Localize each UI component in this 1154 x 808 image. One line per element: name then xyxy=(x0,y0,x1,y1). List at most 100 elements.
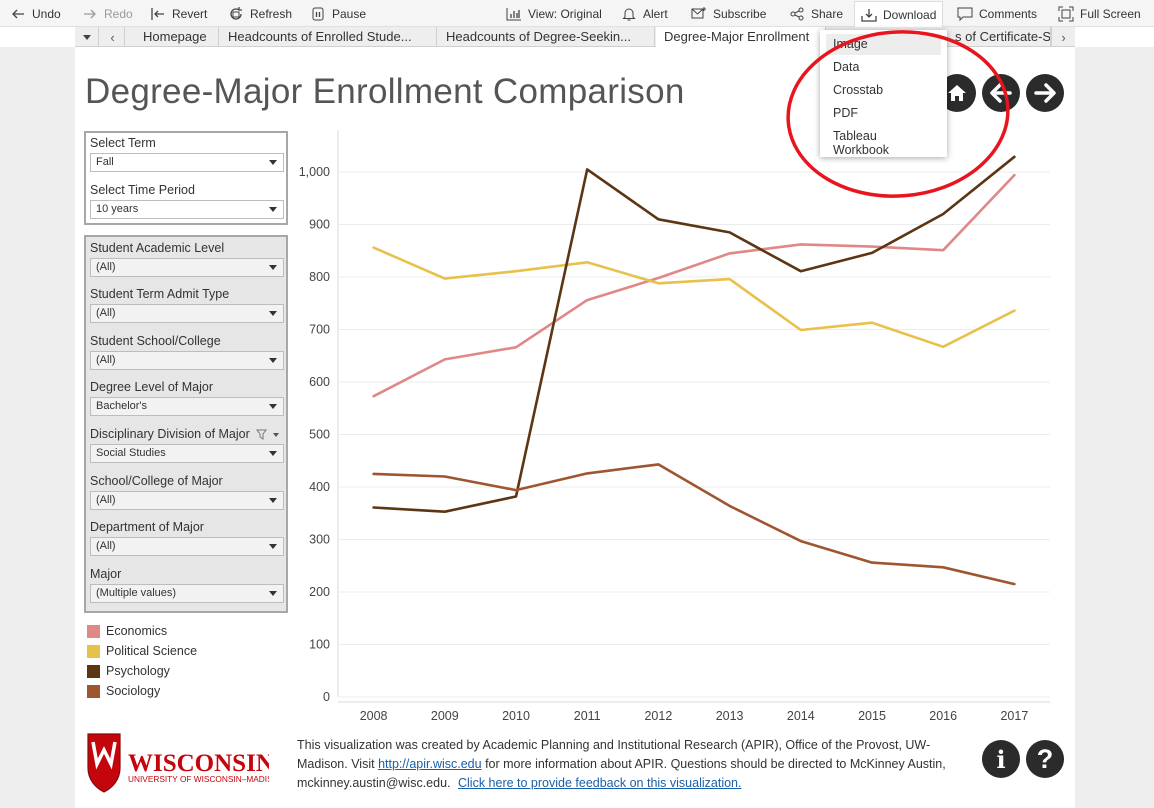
legend-item-political-science[interactable]: Political Science xyxy=(87,644,197,658)
tab-list-button[interactable] xyxy=(75,27,99,47)
department-of-major-dropdown[interactable]: (All) xyxy=(90,537,284,556)
legend-swatch xyxy=(87,624,100,638)
download-image-option[interactable]: Image xyxy=(826,34,941,55)
y-tick-label: 900 xyxy=(309,218,330,232)
download-button[interactable]: Download xyxy=(854,1,944,27)
y-tick-label: 0 xyxy=(323,690,330,704)
redo-label: Redo xyxy=(104,7,133,21)
footer-text-part2: for more information about APIR. Questio… xyxy=(297,757,946,790)
select-time-period-dropdown[interactable]: 10 years xyxy=(90,200,284,219)
bell-icon xyxy=(622,8,636,21)
series-line-economics xyxy=(372,173,1016,398)
select-term-dropdown[interactable]: Fall xyxy=(90,153,284,172)
student-academic-level-value: (All) xyxy=(96,261,116,273)
forward-button[interactable] xyxy=(1026,74,1064,112)
tab-degree-seeking[interactable]: Headcounts of Degree-Seekin... xyxy=(438,27,655,47)
legend-label: Psychology xyxy=(106,664,170,678)
y-tick-label: 600 xyxy=(309,375,330,389)
back-button[interactable] xyxy=(982,74,1020,112)
comments-label: Comments xyxy=(979,7,1038,21)
select-term-value: Fall xyxy=(96,156,114,168)
tab-scroll-right-button[interactable]: › xyxy=(1051,27,1075,47)
x-tick-label: 2014 xyxy=(787,709,815,723)
mail-plus-icon xyxy=(691,7,706,19)
undo-label: Undo xyxy=(32,7,61,21)
info-icon: i xyxy=(996,744,1006,774)
alert-button[interactable]: Alert xyxy=(621,4,668,24)
tab-scroll-left-button[interactable]: ‹ xyxy=(101,27,125,47)
pause-button[interactable]: Pause xyxy=(310,4,366,24)
degree-level-of-major-label: Degree Level of Major xyxy=(90,380,213,394)
series-line-political-science xyxy=(372,246,1016,349)
comments-button[interactable]: Comments xyxy=(957,4,1037,24)
uw-madison-logo: WISCONSIN UNIVERSITY OF WISCONSIN–MADISO… xyxy=(87,733,269,793)
chevron-left-icon: ‹ xyxy=(110,29,115,45)
caret-down-icon xyxy=(269,591,277,596)
tab-homepage[interactable]: Homepage xyxy=(135,27,219,47)
legend-item-economics[interactable]: Economics xyxy=(87,624,167,638)
tab-enrolled-students[interactable]: Headcounts of Enrolled Stude... xyxy=(220,27,437,47)
view-label: View: Original xyxy=(528,7,602,21)
info-button[interactable]: i xyxy=(982,740,1020,778)
download-icon xyxy=(861,8,877,22)
comment-icon xyxy=(957,7,973,22)
download-label: Download xyxy=(883,7,937,22)
caret-down-icon xyxy=(269,265,277,270)
view-chart-icon xyxy=(506,8,521,21)
disciplinary-division-dropdown[interactable]: Social Studies xyxy=(90,444,284,463)
logo-wordmark: WISCONSIN xyxy=(128,750,269,777)
apir-link[interactable]: http://apir.wisc.edu xyxy=(378,757,482,771)
school-college-of-major-dropdown[interactable]: (All) xyxy=(90,491,284,510)
footer-credit: This visualization was created by Academ… xyxy=(297,736,977,793)
caret-down-icon xyxy=(269,160,277,165)
major-dropdown[interactable]: (Multiple values) xyxy=(90,584,284,603)
legend-item-psychology[interactable]: Psychology xyxy=(87,664,170,678)
tab-certificate[interactable]: s of Certificate-S xyxy=(947,27,1051,47)
legend-item-sociology[interactable]: Sociology xyxy=(87,684,160,698)
download-workbook-option[interactable]: Tableau Workbook xyxy=(833,129,890,157)
share-button[interactable]: Share xyxy=(789,4,843,24)
student-term-admit-type-dropdown[interactable]: (All) xyxy=(90,304,284,323)
x-tick-label: 2013 xyxy=(716,709,744,723)
fullscreen-icon xyxy=(1058,6,1074,22)
student-academic-level-dropdown[interactable]: (All) xyxy=(90,258,284,277)
caret-down-icon xyxy=(82,34,91,40)
x-tick-label: 2017 xyxy=(1000,709,1028,723)
term-filter-panel: Select Term Fall Select Time Period 10 y… xyxy=(84,131,288,225)
pause-icon xyxy=(312,7,324,21)
feedback-link[interactable]: Click here to provide feedback on this v… xyxy=(457,776,742,790)
filter-funnel-icon[interactable] xyxy=(256,429,282,441)
left-margin xyxy=(0,47,75,808)
legend-swatch xyxy=(87,644,100,658)
legend-label: Economics xyxy=(106,624,168,638)
fullscreen-button[interactable]: Full Screen xyxy=(1058,4,1141,24)
view-original-button[interactable]: View: Original xyxy=(506,4,602,24)
help-icon: ? xyxy=(1036,743,1054,774)
x-tick-label: 2016 xyxy=(929,709,957,723)
school-college-of-major-label: School/College of Major xyxy=(90,474,223,488)
degree-level-of-major-dropdown[interactable]: Bachelor's xyxy=(90,397,284,416)
series-line-psychology xyxy=(372,155,1016,514)
caret-down-icon xyxy=(269,311,277,316)
download-pdf-option[interactable]: PDF xyxy=(833,106,858,120)
x-tick-label: 2012 xyxy=(644,709,672,723)
download-crosstab-option[interactable]: Crosstab xyxy=(833,83,884,97)
x-tick-label: 2010 xyxy=(502,709,530,723)
caret-down-icon xyxy=(269,207,277,212)
redo-button[interactable]: Redo xyxy=(82,4,133,24)
department-of-major-label: Department of Major xyxy=(90,520,204,534)
y-tick-label: 1,000 xyxy=(299,165,330,179)
student-term-admit-type-value: (All) xyxy=(96,307,116,319)
help-button[interactable]: ? xyxy=(1026,740,1064,778)
revert-button[interactable]: Revert xyxy=(150,4,207,24)
subscribe-button[interactable]: Subscribe xyxy=(691,4,766,24)
tab-degree-major-enrollment[interactable]: Degree-Major Enrollment xyxy=(656,27,826,48)
student-school-college-dropdown[interactable]: (All) xyxy=(90,351,284,370)
x-tick-label: 2008 xyxy=(360,709,388,723)
refresh-button[interactable]: Refresh xyxy=(228,4,292,24)
undo-button[interactable]: Undo xyxy=(10,4,61,24)
student-academic-level-label: Student Academic Level xyxy=(90,241,225,255)
caret-down-icon xyxy=(269,451,277,456)
download-data-option[interactable]: Data xyxy=(833,60,860,74)
arrow-right-icon xyxy=(1034,83,1056,103)
